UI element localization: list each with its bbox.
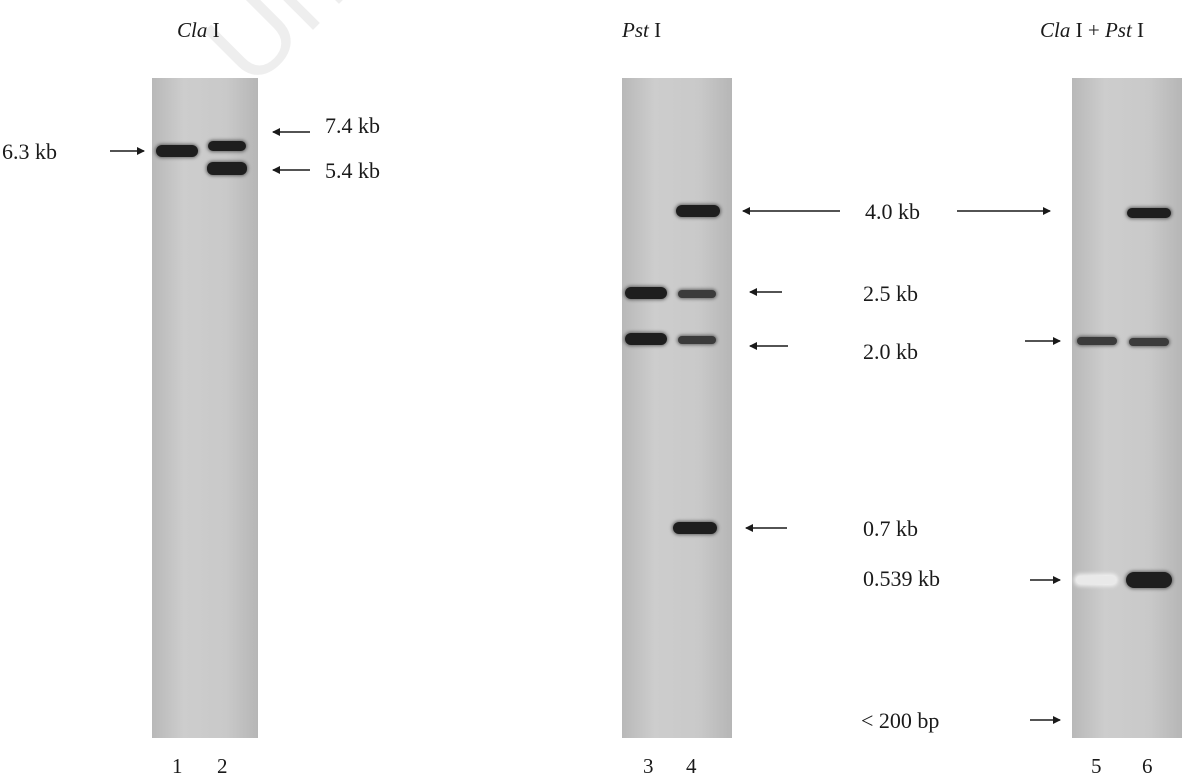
gel-strip-lanes-3-4 (622, 78, 732, 738)
band-lane4-4-0kb (676, 205, 720, 217)
band-lane4-2-0kb (678, 336, 716, 344)
band-lane6-2-0kb (1129, 338, 1169, 346)
band-lane5-2-0kb (1077, 337, 1117, 345)
band-lane6-0-539kb (1126, 572, 1172, 588)
title-pst-i: Pst I (622, 18, 662, 42)
label-0-7kb: 0.7 kb (863, 516, 918, 541)
lane-number-1: 1 (172, 754, 183, 778)
gel-strip-lanes-5-6 (1072, 78, 1182, 738)
band-lane2-5-4kb (207, 162, 247, 175)
lane-number-2: 2 (217, 754, 228, 778)
lane-number-5: 5 (1091, 754, 1102, 778)
band-lane1-6-3kb (156, 145, 198, 157)
label-200bp: < 200 bp (861, 708, 940, 733)
band-lane6-4-0kb (1127, 208, 1171, 218)
band-lane3-2-0kb (625, 333, 667, 345)
lane-number-4: 4 (686, 754, 697, 778)
band-lane4-0-7kb (673, 522, 717, 534)
band-lane5-0-539kb (1076, 576, 1116, 584)
title-cla-i-pst-i: Cla I + Pst I (1040, 18, 1145, 42)
label-5-4kb: 5.4 kb (325, 158, 380, 183)
band-lane4-2-5kb (678, 290, 716, 298)
band-lane2-7-4kb (208, 141, 246, 151)
label-0-539kb: 0.539 kb (863, 566, 940, 591)
gel-strip-lanes-1-2 (152, 78, 258, 738)
label-2-5kb: 2.5 kb (863, 281, 918, 306)
band-lane3-2-5kb (625, 287, 667, 299)
label-6-3kb: 6.3 kb (2, 139, 57, 164)
label-4-0kb: 4.0 kb (865, 199, 920, 224)
lane-number-6: 6 (1142, 754, 1153, 778)
title-cla-i: Cla I (177, 18, 220, 42)
lane-number-3: 3 (643, 754, 654, 778)
label-2-0kb: 2.0 kb (863, 339, 918, 364)
label-7-4kb: 7.4 kb (325, 113, 380, 138)
